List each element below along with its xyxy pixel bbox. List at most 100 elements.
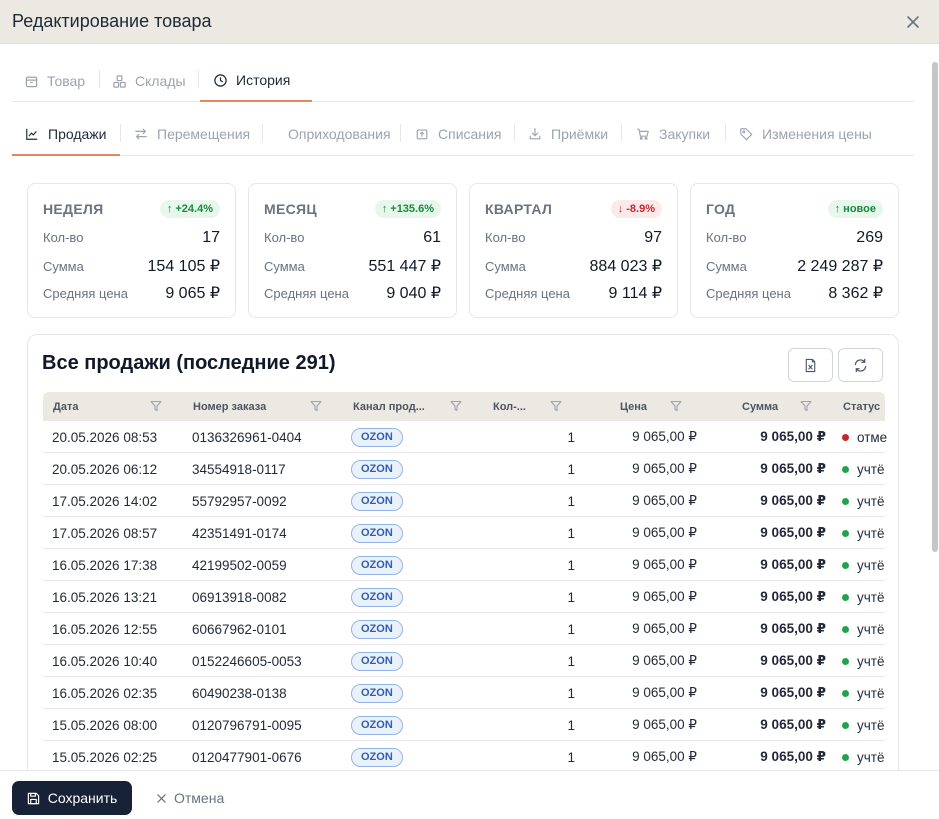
status-text: учтё: [857, 685, 885, 701]
tab-receipts[interactable]: Оприходования: [288, 114, 391, 154]
cell-sum: 9 065,00 ₽: [760, 525, 826, 540]
filter-icon[interactable]: [800, 400, 812, 412]
column-header-qty[interactable]: Кол-...: [493, 400, 526, 413]
filter-icon[interactable]: [150, 400, 162, 412]
status-dot: [842, 721, 849, 729]
cell-qty: 1: [567, 717, 575, 733]
cell-status: учтё: [842, 677, 884, 709]
filter-icon[interactable]: [450, 400, 462, 412]
table-row[interactable]: 17.05.2026 08:57 42351491-0174 OZON 1 9 065,…: [43, 517, 885, 549]
filter-icon[interactable]: [670, 400, 682, 412]
stat-value: 9 040 ₽: [386, 285, 441, 302]
filter-icon[interactable]: [310, 400, 322, 412]
dialog-title: Редактирование товара: [12, 11, 212, 31]
column-header-date[interactable]: Дата: [53, 400, 79, 413]
stat-row-avg: Средняя цена 8 362 ₽: [706, 283, 883, 303]
cancel-button[interactable]: Отмена: [156, 781, 224, 815]
arrow-up-icon: ↑: [166, 203, 173, 215]
column-header-channel[interactable]: Канал прод...: [353, 400, 425, 413]
cell-qty: 1: [567, 653, 575, 669]
stat-value: 9 114 ₽: [608, 285, 662, 302]
filter-icon[interactable]: [550, 400, 562, 412]
table-row[interactable]: 15.05.2026 08:00 0120796791-0095 OZON 1 9 06…: [43, 709, 885, 741]
stat-row-qty: Кол-во 17: [43, 229, 220, 247]
channel-chip: OZON: [351, 619, 403, 639]
tab-history[interactable]: История: [200, 60, 312, 102]
cell-status: учтё: [842, 645, 884, 677]
stat-row-qty: Кол-во 269: [706, 229, 883, 247]
scrollbar[interactable]: [932, 62, 938, 552]
stat-period: НЕДЕЛЯ: [43, 201, 104, 217]
cell-price: 9 065,00 ₽: [632, 653, 697, 668]
column-header-price[interactable]: Цена: [620, 400, 648, 413]
refresh-button[interactable]: [838, 348, 883, 382]
cell-channel: OZON: [351, 741, 403, 773]
column-header-sum[interactable]: Сумма: [742, 400, 779, 413]
cell-date: 20.05.2026 06:12: [52, 461, 158, 477]
stat-label: Средняя цена: [706, 286, 791, 301]
tab-writeoffs[interactable]: Списания: [415, 114, 501, 154]
table-row[interactable]: 16.05.2026 13:21 06913918-0082 OZON 1 9 065,…: [43, 581, 885, 613]
export-excel-button[interactable]: [788, 348, 833, 382]
stat-label: Средняя цена: [485, 286, 570, 301]
tab-transfers[interactable]: Перемещения: [134, 114, 250, 154]
tab-transfers-label: Перемещения: [157, 126, 251, 142]
refresh-icon: [854, 358, 867, 372]
cell-status: учтё: [842, 581, 884, 613]
stat-label: Сумма: [43, 259, 84, 274]
status-dot: [842, 561, 849, 569]
cell-order: 55792957-0092: [192, 493, 287, 509]
tab-product-label: Товар: [47, 73, 86, 89]
channel-chip: OZON: [351, 459, 403, 479]
cell-date: 20.05.2026 08:53: [52, 429, 158, 445]
channel-chip: OZON: [351, 651, 403, 671]
tab-warehouses-label: Склады: [135, 73, 186, 89]
cell-order: 0120477901-0676: [192, 749, 302, 765]
stat-value: 61: [423, 229, 441, 246]
column-header-order[interactable]: Номер заказа: [193, 400, 267, 413]
cell-date: 16.05.2026 10:40: [52, 653, 158, 669]
cell-channel: OZON: [351, 485, 403, 517]
table-row[interactable]: 16.05.2026 02:35 60490238-0138 OZON 1 9 065,…: [43, 677, 885, 709]
save-button[interactable]: Сохранить: [12, 781, 132, 815]
stat-row-avg: Средняя цена 9 114 ₽: [485, 283, 662, 303]
tab-warehouses[interactable]: Склады: [112, 60, 186, 102]
main-tabs: Товар Склады История: [12, 60, 914, 102]
channel-chip: OZON: [351, 715, 403, 735]
tab-product[interactable]: Товар: [24, 60, 85, 102]
tab-divider: [621, 124, 622, 142]
cell-order: 06913918-0082: [192, 589, 287, 605]
tab-price-changes[interactable]: Изменения цены: [739, 114, 872, 154]
cancel-button-label: Отмена: [174, 790, 225, 806]
table-row[interactable]: 20.05.2026 08:53 0136326961-0404 OZON 1 9 06…: [43, 421, 887, 453]
table-row[interactable]: 15.05.2026 02:25 0120477901-0676 OZON 1 9 06…: [43, 741, 885, 773]
cell-channel: OZON: [351, 613, 403, 645]
table-row[interactable]: 16.05.2026 17:38 42199502-0059 OZON 1 9 065,…: [43, 549, 885, 581]
close-icon[interactable]: [903, 12, 923, 32]
tab-purchases[interactable]: Закупки: [636, 114, 710, 154]
cell-date: 16.05.2026 13:21: [52, 589, 158, 605]
tab-acceptances[interactable]: Приёмки: [528, 114, 608, 154]
table-row[interactable]: 16.05.2026 10:40 0152246605-0053 OZON 1 9 06…: [43, 645, 885, 677]
table-row[interactable]: 16.05.2026 12:55 60667962-0101 OZON 1 9 065,…: [43, 613, 885, 645]
status-dot: [842, 753, 849, 761]
cell-date: 17.05.2026 08:57: [52, 525, 158, 541]
arrow-up-icon: ↑: [834, 203, 841, 215]
table-row[interactable]: 20.05.2026 06:12 34554918-0117 OZON 1 9 065,…: [43, 453, 885, 485]
tab-sales[interactable]: Продажи: [12, 114, 120, 156]
stat-card: МЕСЯЦ ↑ +135.6% Кол-во 61 Сумма 551 447 ₽ Средн…: [248, 183, 457, 318]
cell-date: 16.05.2026 17:38: [52, 557, 158, 573]
cell-sum: 9 065,00 ₽: [760, 749, 826, 764]
stat-label: Кол-во: [264, 230, 305, 245]
tab-divider: [262, 124, 263, 142]
cell-sum: 9 065,00 ₽: [760, 493, 826, 508]
stat-label: Кол-во: [706, 230, 747, 245]
table-row[interactable]: 17.05.2026 14:02 55792957-0092 OZON 1 9 065,…: [43, 485, 885, 517]
cell-price: 9 065,00 ₽: [632, 429, 697, 444]
column-header-status[interactable]: Статус: [843, 400, 881, 413]
cell-channel: OZON: [351, 645, 403, 677]
stat-value: 97: [644, 229, 662, 246]
stat-value: 17: [202, 229, 220, 246]
channel-chip: OZON: [351, 747, 403, 767]
cell-price: 9 065,00 ₽: [632, 461, 697, 476]
